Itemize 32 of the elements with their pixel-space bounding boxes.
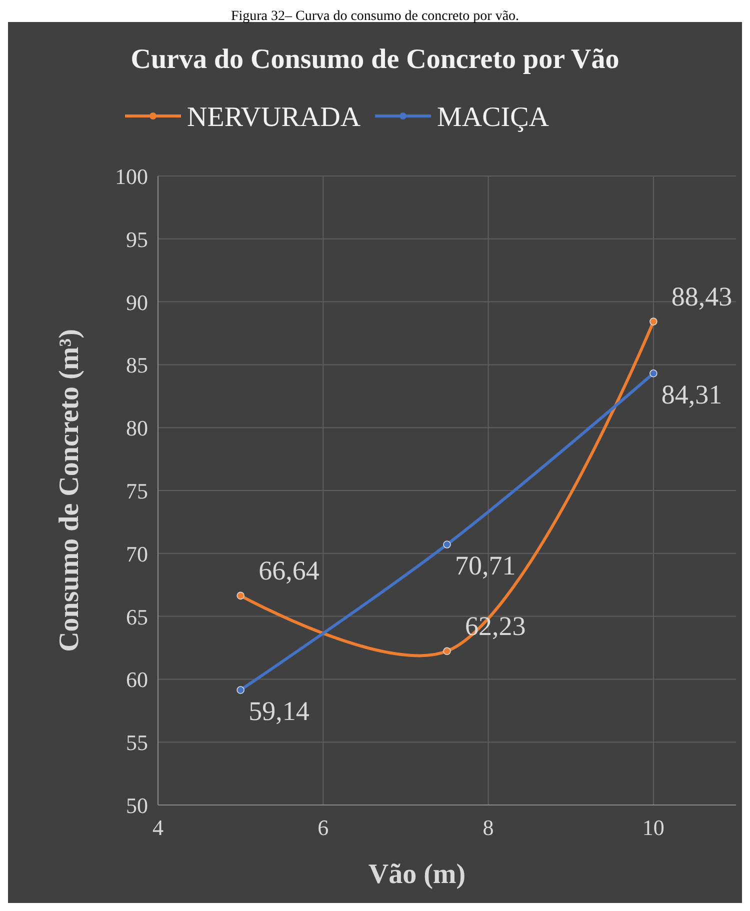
- y-tick-label: 95: [126, 226, 148, 252]
- x-tick-label: 10: [642, 815, 664, 840]
- x-axis-title: Vão (m): [368, 859, 466, 890]
- y-tick-label: 75: [126, 478, 148, 504]
- y-tick-label: 70: [126, 541, 148, 566]
- y-axis-title: Consumo de Concreto (m³): [54, 329, 85, 652]
- y-tick-label: 80: [126, 416, 148, 441]
- data-label: 66,64: [258, 556, 320, 586]
- point: [650, 318, 658, 326]
- point: [236, 686, 244, 694]
- data-label: 84,31: [661, 379, 722, 410]
- legend-label: NERVURADA: [187, 102, 362, 133]
- x-tick-label: 4: [152, 815, 164, 840]
- legend-label: MACIÇA: [437, 102, 550, 133]
- data-label: 88,43: [671, 282, 732, 312]
- y-tick-label: 55: [126, 730, 148, 756]
- point: [650, 369, 658, 378]
- text: Figura 32– Curva do consumo de concreto por vão.: [230, 9, 520, 24]
- point: [236, 592, 244, 600]
- point: [443, 540, 451, 548]
- y-tick-label: 50: [126, 793, 148, 818]
- y-tick-label: 60: [126, 667, 148, 692]
- data-label: 59,14: [248, 696, 310, 726]
- y-tick-label: 100: [115, 164, 148, 189]
- point: [443, 647, 451, 656]
- chart-title: Curva do Consumo de Concreto por Vão: [130, 44, 620, 75]
- y-tick-label: 65: [126, 604, 148, 630]
- data-label: 70,71: [455, 550, 516, 580]
- y-tick-label: 90: [126, 290, 148, 315]
- x-tick-label: 8: [482, 815, 494, 840]
- y-tick-label: 85: [126, 352, 148, 378]
- x-tick-label: 6: [318, 815, 329, 840]
